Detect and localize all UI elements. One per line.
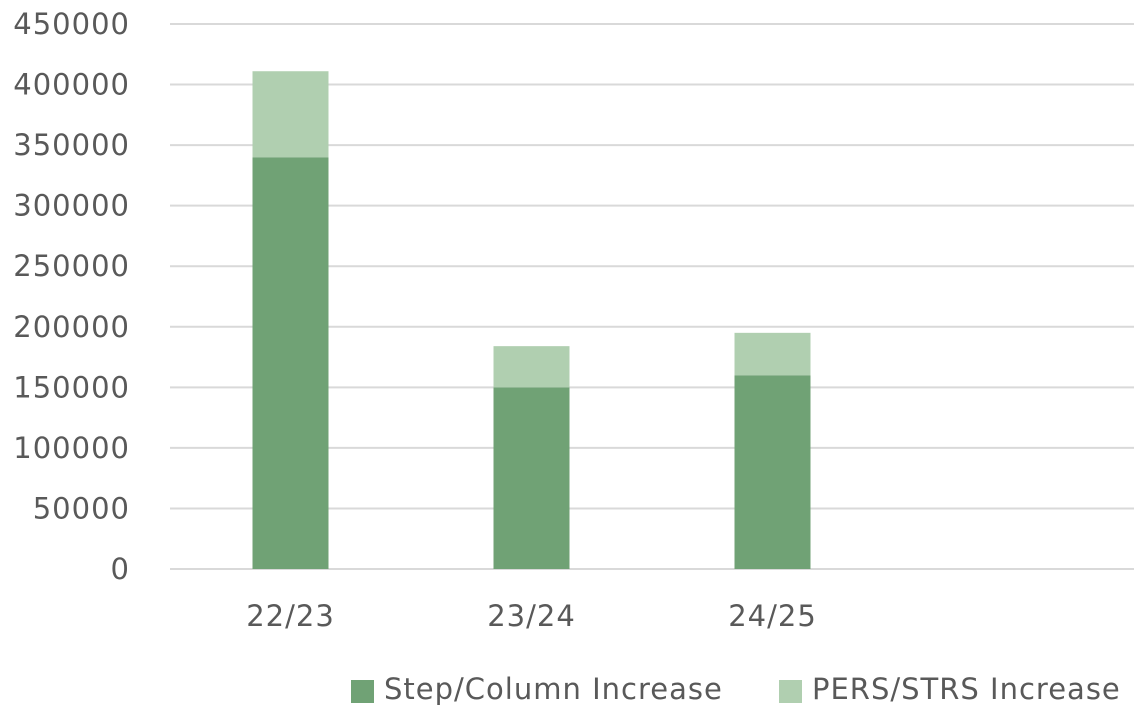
- y-tick-label: 50000: [33, 491, 130, 525]
- bar-step-column: [734, 375, 811, 569]
- bars: [252, 71, 811, 569]
- stacked-bar-chart: 0 50000 100000 150000 200000 250000 300000 3500…: [13, 7, 1134, 633]
- y-tick-label: 350000: [13, 128, 130, 162]
- legend-item-pers-strs: PERS/STRS Increase: [779, 672, 1121, 706]
- legend-label-pers-strs: PERS/STRS Increase: [812, 672, 1121, 706]
- y-tick-label: 0: [111, 552, 130, 586]
- legend-item-step-column: Step/Column Increase: [351, 672, 723, 706]
- y-axis-ticks: 0 50000 100000 150000 200000 250000 300000 3500…: [13, 7, 130, 586]
- grid-lines: [170, 23, 1134, 570]
- bar-pers-strs: [252, 71, 329, 158]
- x-tick-label: 22/23: [246, 599, 335, 633]
- legend: Step/Column Increase PERS/STRS Increase: [0, 668, 1134, 714]
- y-tick-label: 250000: [13, 249, 130, 283]
- bar-step-column: [252, 157, 329, 569]
- legend-swatch-pers-strs: [779, 679, 802, 703]
- legend-label-step-column: Step/Column Increase: [384, 672, 723, 706]
- legend-swatch-step-column: [351, 679, 374, 703]
- bar-pers-strs: [493, 346, 570, 388]
- bar-step-column: [493, 387, 570, 569]
- x-tick-label: 23/24: [487, 599, 576, 633]
- bar-pers-strs: [734, 332, 811, 376]
- x-axis-ticks: 22/23 23/24 24/25: [246, 599, 817, 633]
- y-tick-label: 100000: [13, 431, 130, 465]
- y-tick-label: 400000: [13, 68, 130, 102]
- y-tick-label: 300000: [13, 189, 130, 223]
- x-tick-label: 24/25: [728, 599, 817, 633]
- y-tick-label: 200000: [13, 310, 130, 344]
- y-tick-label: 150000: [13, 370, 130, 404]
- y-tick-label: 450000: [13, 7, 130, 41]
